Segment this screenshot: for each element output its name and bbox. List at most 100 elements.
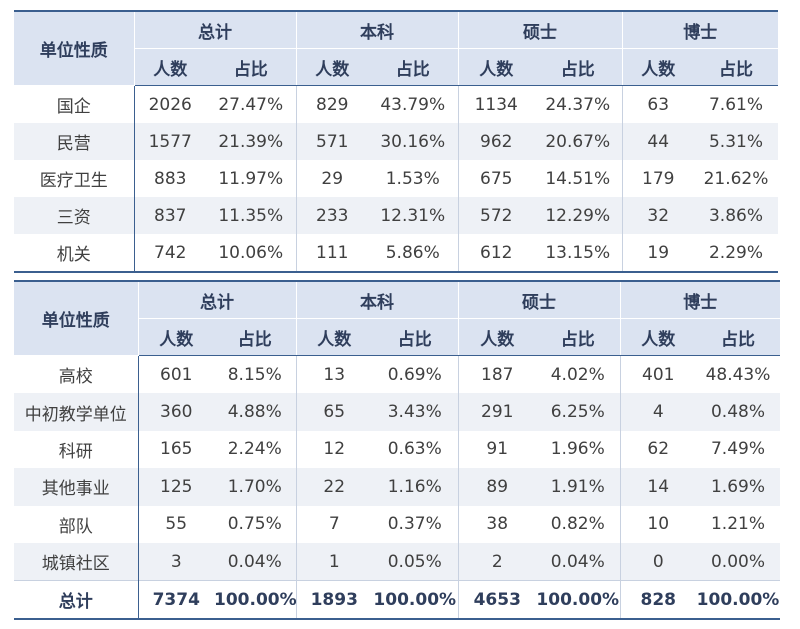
table-row: 国企 2026 27.47% 829 43.79% 1134 24.37% 63 7.61% bbox=[14, 85, 778, 123]
table-row: 三资 837 11.35% 233 12.31% 572 12.29% 32 3.86% bbox=[14, 197, 778, 234]
share-cell: 1.21% bbox=[710, 514, 765, 535]
share-cell: 1.69% bbox=[696, 468, 780, 506]
count-cell: 62 bbox=[619, 430, 696, 469]
count-cell: 14 bbox=[619, 468, 696, 506]
count-cell: 89 bbox=[457, 468, 536, 506]
count-cell: 3 bbox=[137, 542, 214, 581]
share-cell: 7.61% bbox=[708, 94, 763, 115]
header-share: 占比 bbox=[696, 318, 780, 356]
share-cell: 24.37% bbox=[545, 94, 611, 115]
header-share: 占比 bbox=[368, 48, 458, 86]
share-cell: 0.04% bbox=[536, 542, 620, 581]
count-cell: 125 bbox=[137, 468, 214, 506]
count-cell: 1134 bbox=[457, 85, 534, 123]
header-unit-type: 单位性质 bbox=[14, 11, 134, 86]
share-cell: 1.70% bbox=[214, 468, 296, 506]
share-cell: 0.48% bbox=[696, 393, 780, 431]
header-group-doctor: 博士 bbox=[621, 11, 778, 49]
header-count: 人数 bbox=[133, 48, 206, 86]
count-cell: 675 bbox=[457, 160, 534, 197]
unit-type-cell: 总计 bbox=[14, 580, 138, 620]
count-cell: 65 bbox=[295, 393, 372, 431]
count-cell: 612 bbox=[457, 234, 534, 272]
header-group-master: 硕士 bbox=[457, 281, 620, 319]
table-row: 医疗卫生 883 11.97% 29 1.53% 675 14.51% 179 21.62% bbox=[14, 160, 778, 197]
table-row: 科研 165 2.24% 12 0.63% 91 1.96% 62 7.49% bbox=[14, 430, 780, 469]
count-cell: 571 bbox=[295, 123, 368, 160]
share-cell: 3.86% bbox=[694, 197, 778, 234]
header-count: 人数 bbox=[457, 318, 536, 356]
table-row: 高校 601 8.15% 13 0.69% 187 4.02% 401 48.43% bbox=[14, 355, 780, 394]
share-cell: 1.53% bbox=[385, 168, 440, 189]
share-cell: 4.88% bbox=[214, 393, 296, 431]
count-cell: 2026 bbox=[133, 85, 206, 123]
count-cell: 29 bbox=[295, 160, 368, 197]
share-cell: 100.00% bbox=[536, 580, 620, 620]
header-group-total: 总计 bbox=[133, 11, 296, 49]
share-cell: 0.37% bbox=[387, 514, 442, 535]
count-cell: 187 bbox=[457, 355, 536, 394]
count-cell: 7 bbox=[295, 505, 372, 543]
count-cell: 360 bbox=[137, 393, 214, 431]
table-row: 民营 1577 21.39% 571 30.16% 962 20.67% 44 5.31% bbox=[14, 123, 778, 160]
count-cell: 165 bbox=[137, 430, 214, 469]
share-cell: 27.47% bbox=[218, 94, 284, 115]
share-cell: 21.39% bbox=[206, 123, 296, 160]
share-cell: 100.00% bbox=[372, 580, 458, 620]
count-cell: 883 bbox=[133, 160, 206, 197]
share-cell: 11.35% bbox=[206, 197, 296, 234]
count-cell: 1 bbox=[295, 542, 372, 581]
share-cell: 0.82% bbox=[550, 514, 605, 535]
header-count: 人数 bbox=[457, 48, 534, 86]
share-cell: 100.00% bbox=[214, 580, 296, 620]
header-group-doctor: 博士 bbox=[619, 281, 780, 319]
unit-type-cell: 国企 bbox=[56, 97, 91, 117]
header-count: 人数 bbox=[619, 318, 696, 356]
table-row: 部队 55 0.75% 7 0.37% 38 0.82% 10 1.21% bbox=[14, 505, 780, 543]
header-unit-type: 单位性质 bbox=[14, 281, 138, 356]
count-cell: 829 bbox=[295, 85, 368, 123]
header-share: 占比 bbox=[694, 48, 778, 86]
header-group-bachelor: 本科 bbox=[295, 281, 458, 319]
count-cell: 2 bbox=[457, 542, 536, 581]
count-cell: 44 bbox=[621, 123, 694, 160]
table-row: 机关 742 10.06% 111 5.86% 612 13.15% 19 2.29% bbox=[14, 234, 778, 272]
share-cell: 20.67% bbox=[534, 123, 622, 160]
count-cell: 111 bbox=[295, 234, 368, 272]
share-cell: 3.43% bbox=[372, 393, 458, 431]
unit-type-cell: 城镇社区 bbox=[14, 542, 138, 581]
employment-table-bottom: 单位性质 总计 本科 硕士 博士 人数 占比 人数 占比 人数 占比 人数 占比… bbox=[14, 280, 780, 621]
count-cell: 742 bbox=[133, 234, 206, 272]
table-row: 中初教学单位 360 4.88% 65 3.43% 291 6.25% 4 0.48% bbox=[14, 393, 780, 431]
share-cell: 2.24% bbox=[227, 439, 282, 460]
header-share: 占比 bbox=[372, 318, 458, 356]
count-cell: 22 bbox=[295, 468, 372, 506]
count-cell: 32 bbox=[621, 197, 694, 234]
share-cell: 8.15% bbox=[227, 364, 282, 385]
share-cell: 12.29% bbox=[534, 197, 622, 234]
count-cell: 55 bbox=[137, 505, 214, 543]
count-cell: 4 bbox=[619, 393, 696, 431]
count-cell: 233 bbox=[295, 197, 368, 234]
header-count: 人数 bbox=[621, 48, 694, 86]
share-cell: 1.96% bbox=[550, 439, 605, 460]
count-cell: 1893 bbox=[295, 580, 372, 620]
share-cell: 21.62% bbox=[703, 168, 769, 189]
share-cell: 30.16% bbox=[368, 123, 458, 160]
share-cell: 0.75% bbox=[227, 514, 282, 535]
count-cell: 91 bbox=[457, 430, 536, 469]
count-cell: 837 bbox=[133, 197, 206, 234]
total-row: 总计 7374 100.00% 1893 100.00% 4653 100.00% 828 10… bbox=[14, 580, 780, 620]
share-cell: 14.51% bbox=[545, 168, 611, 189]
count-cell: 601 bbox=[137, 355, 214, 394]
share-cell: 4.02% bbox=[550, 364, 605, 385]
share-cell: 0.05% bbox=[372, 542, 458, 581]
share-cell: 0.63% bbox=[387, 439, 442, 460]
count-cell: 828 bbox=[619, 580, 696, 620]
count-cell: 10 bbox=[619, 505, 696, 543]
header-share: 占比 bbox=[534, 48, 622, 86]
share-cell: 0.04% bbox=[214, 542, 296, 581]
count-cell: 179 bbox=[621, 160, 694, 197]
count-cell: 401 bbox=[619, 355, 696, 394]
count-cell: 38 bbox=[457, 505, 536, 543]
